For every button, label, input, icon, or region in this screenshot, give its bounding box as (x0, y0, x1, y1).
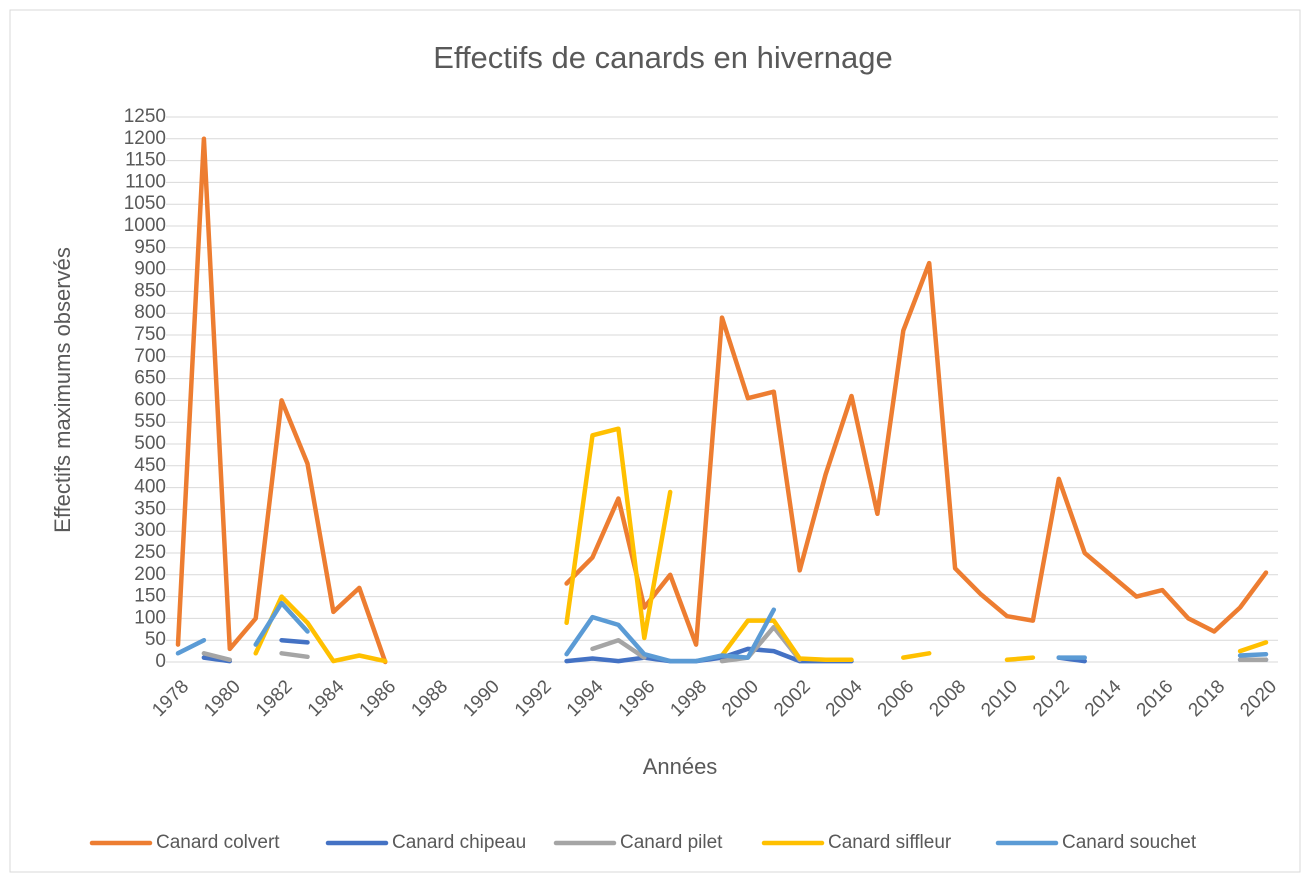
y-tick-label: 200 (134, 564, 166, 585)
y-tick-label: 250 (134, 542, 166, 563)
y-tick-label: 600 (134, 389, 166, 410)
y-tick-label: 1000 (124, 215, 166, 236)
y-tick-label: 650 (134, 368, 166, 389)
legend-label: Canard siffleur (828, 832, 952, 853)
legend-label: Canard souchet (1062, 832, 1197, 853)
legend-label: Canard colvert (156, 832, 280, 853)
y-tick-label: 100 (134, 607, 166, 628)
y-tick-label: 350 (134, 498, 166, 519)
y-tick-label: 1150 (125, 150, 166, 171)
y-tick-label: 900 (134, 259, 166, 280)
y-tick-label: 850 (134, 280, 166, 301)
y-tick-label: 700 (134, 346, 166, 367)
chart-title: Effectifs de canards en hivernage (433, 40, 893, 75)
chart-border (9, 9, 1301, 873)
series-line (175, 136, 1269, 665)
y-tick-label: 0 (155, 651, 166, 672)
series-line (201, 624, 1269, 664)
y-axis-title: Effectifs maximums observés (50, 247, 75, 533)
y-tick-label: 1250 (124, 106, 166, 127)
y-tick-label: 500 (134, 433, 166, 454)
series-line (175, 600, 1269, 664)
y-tick-label: 450 (134, 455, 166, 476)
y-tick-label: 800 (134, 302, 166, 323)
series-line (253, 426, 1269, 664)
y-tick-label: 400 (134, 477, 166, 498)
y-tick-label: 750 (134, 324, 166, 345)
x-axis-title: Années (643, 754, 718, 779)
y-tick-label: 550 (134, 411, 166, 432)
y-tick-label: 950 (134, 237, 166, 258)
y-tick-label: 300 (134, 520, 166, 541)
y-tick-label: 1050 (124, 193, 166, 214)
legend-label: Canard chipeau (392, 832, 526, 853)
y-tick-label: 1100 (125, 171, 166, 192)
y-tick-label: 50 (145, 629, 166, 650)
legend-label: Canard pilet (620, 832, 723, 853)
y-tick-label: 1200 (124, 128, 166, 149)
y-tick-label: 150 (134, 586, 166, 607)
